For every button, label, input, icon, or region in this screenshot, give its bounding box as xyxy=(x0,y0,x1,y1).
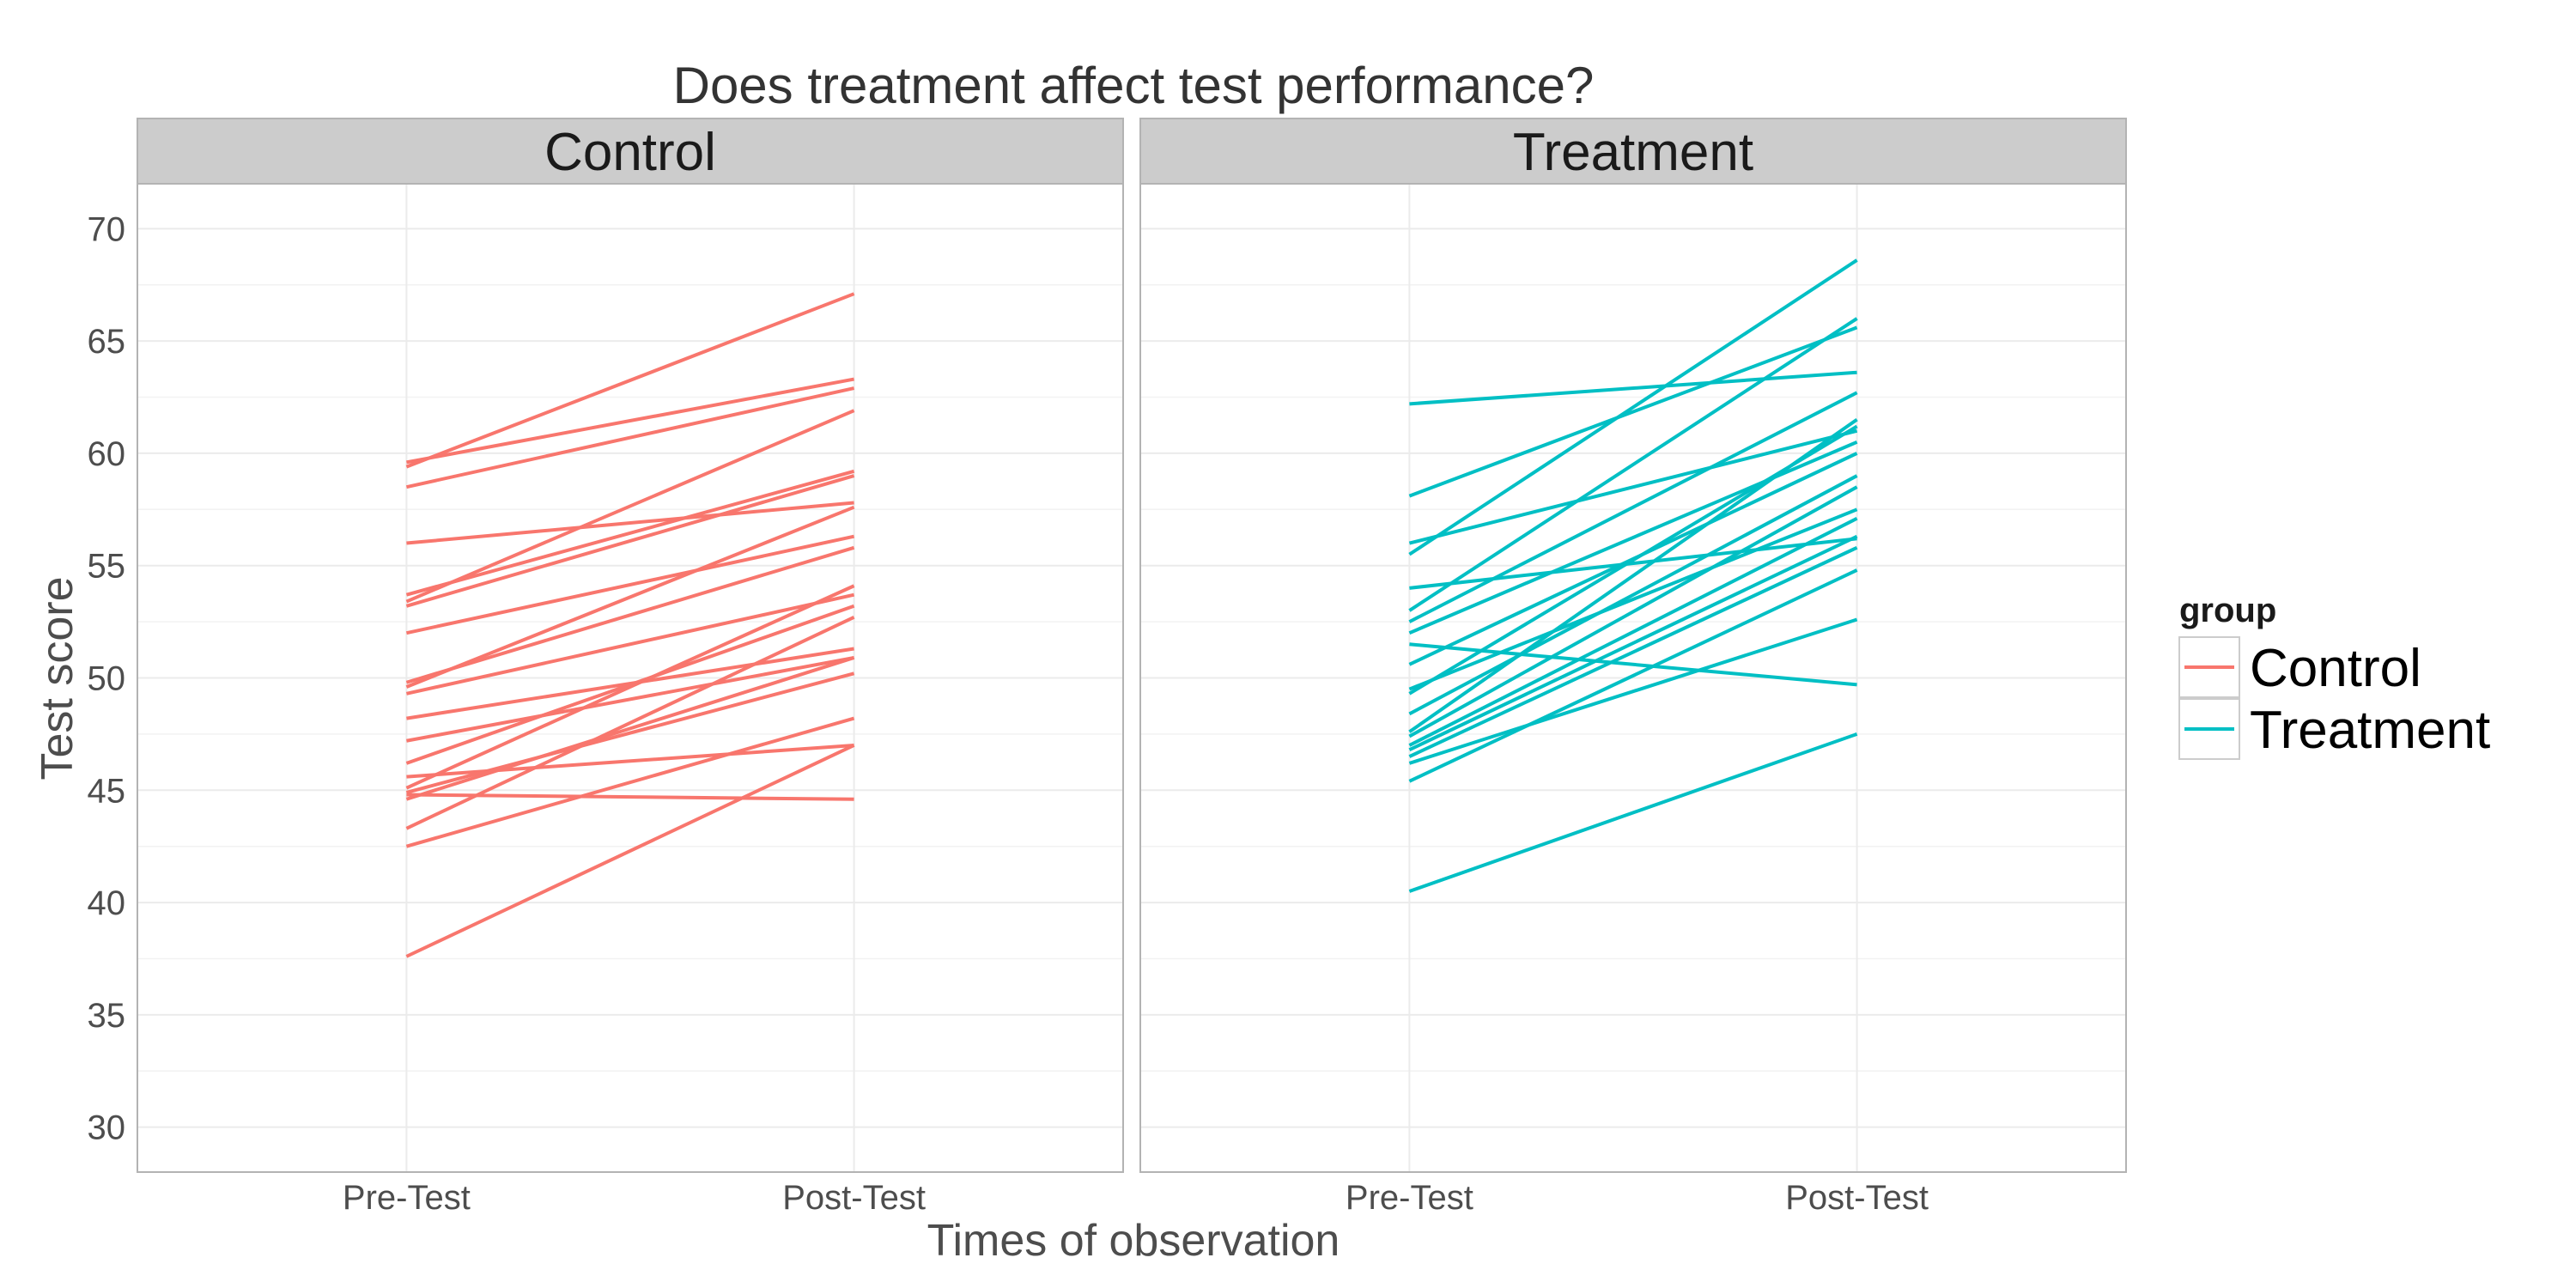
subject-line xyxy=(1408,391,1858,623)
subject-line xyxy=(405,409,855,604)
subject-line xyxy=(1408,418,1858,733)
subject-line xyxy=(1408,732,1858,893)
subject-line xyxy=(406,501,854,545)
subject-line xyxy=(1408,516,1858,747)
chart-title: Does treatment affect test performance? xyxy=(673,57,1595,114)
subject-line xyxy=(405,592,855,696)
y-tick-label: 55 xyxy=(88,548,126,586)
subject-line xyxy=(405,386,855,489)
panel-control: Control Pre-Test Post-Test xyxy=(137,118,1124,1217)
subject-line xyxy=(405,545,855,684)
subject-line xyxy=(1408,534,1858,752)
y-tick-label: 30 xyxy=(88,1109,126,1147)
subject-line xyxy=(1408,325,1858,498)
subject-line xyxy=(1408,545,1858,758)
subject-line xyxy=(406,655,854,743)
y-tick-label: 65 xyxy=(88,323,126,361)
subject-line xyxy=(1408,507,1858,691)
legend-title: group xyxy=(2179,592,2276,629)
y-tick-label: 45 xyxy=(88,772,126,810)
y-tick-label: 70 xyxy=(88,210,126,248)
y-tick-label: 50 xyxy=(88,660,126,698)
subject-line xyxy=(405,604,855,765)
subject-line xyxy=(406,377,854,465)
subject-line xyxy=(405,584,855,790)
legend-entry-treatment: Treatment xyxy=(2178,698,2490,760)
subject-line xyxy=(1408,317,1858,612)
subject-line xyxy=(1408,440,1858,635)
subject-line xyxy=(1409,370,1857,406)
subject-line xyxy=(406,793,854,801)
subject-line xyxy=(1409,537,1857,590)
facet-strip xyxy=(1139,118,2127,185)
subject-line xyxy=(1408,617,1858,765)
x-tick-label: Post-Test xyxy=(782,1179,926,1217)
legend-label: Control xyxy=(2250,639,2421,698)
panels: 30 35 40 45 50 55 60 65 70 Control Pre-Test Post-Te… xyxy=(88,118,2127,1217)
facet-strip xyxy=(137,118,1124,185)
subject-line xyxy=(405,656,855,801)
subject-line xyxy=(405,292,855,469)
y-axis-title: Test score xyxy=(33,577,82,781)
subject-line xyxy=(405,505,855,689)
x-tick-label: Pre-Test xyxy=(343,1179,471,1217)
panel-treatment: Treatment Pre-Test Post-Test xyxy=(1139,118,2127,1217)
facet-strip-label: Treatment xyxy=(1513,123,1753,182)
subject-line xyxy=(405,469,855,597)
subject-line xyxy=(1408,568,1858,783)
legend-entry-control: Control xyxy=(2178,636,2421,698)
subject-line xyxy=(1408,474,1858,716)
x-axis-title: Times of observation xyxy=(927,1216,1340,1266)
facet-strip-label: Control xyxy=(544,123,716,182)
subject-line xyxy=(405,534,855,635)
subject-line xyxy=(405,716,855,848)
subject-line xyxy=(405,474,855,608)
x-tick-label: Post-Test xyxy=(1785,1179,1929,1217)
y-tick-label: 40 xyxy=(88,884,126,922)
subject-line xyxy=(405,744,855,958)
x-tick-label: Pre-Test xyxy=(1346,1179,1473,1217)
subject-line xyxy=(1408,485,1858,738)
y-tick-label: 60 xyxy=(88,435,126,473)
legend-label: Treatment xyxy=(2250,701,2490,760)
subject-line xyxy=(405,616,855,830)
subject-line xyxy=(405,671,855,794)
subject-line xyxy=(1408,428,1858,545)
y-tick-label: 35 xyxy=(88,997,126,1035)
subject-line xyxy=(1408,258,1858,556)
